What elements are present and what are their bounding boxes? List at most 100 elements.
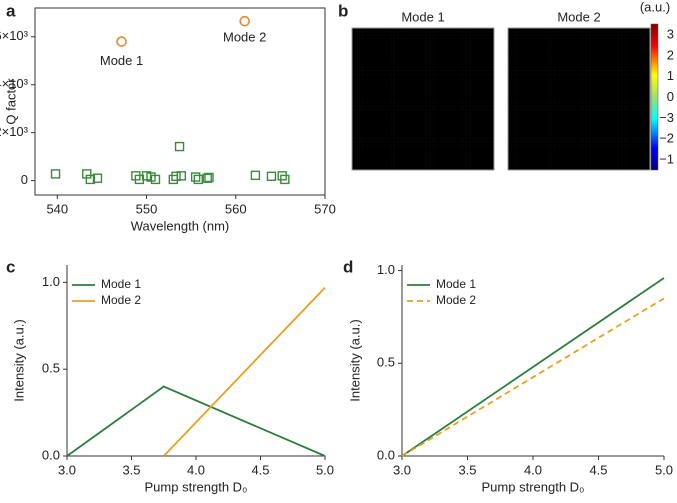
field-cell [391,42,395,47]
field-cell [525,95,530,100]
field-cell [472,102,477,107]
field-cell [479,31,484,36]
field-cell [579,95,583,100]
field-cell [447,152,452,157]
field-cell [511,84,516,89]
field-cell [628,109,633,114]
field-cell [380,59,385,64]
field-cell [518,138,523,142]
field-cell [447,52,452,57]
field-cell [433,162,438,167]
field-cell [376,113,381,118]
panel-title: Mode 1 [401,9,444,24]
field-cell [451,35,456,39]
field-cell [511,91,516,96]
field-cell [469,99,473,103]
field-cell [525,91,530,96]
field-cell [408,116,413,121]
field-cell [593,155,598,160]
field-cell [557,81,562,86]
field-cell [550,28,555,32]
field-cell [366,74,371,78]
field-cell [600,116,605,121]
field-cell [454,162,459,167]
field-cell [451,141,456,146]
field-cell [543,31,548,36]
field-cell [600,63,605,68]
field-cell [610,91,615,96]
field-cell [376,145,381,149]
field-cell [564,127,569,132]
field-cell [483,74,488,78]
field-cell [593,109,598,114]
field-cell [550,81,555,86]
field-cell [412,134,417,139]
field-cell [369,45,374,50]
field-cell [635,127,640,132]
field-cell [391,67,395,71]
field-cell [430,152,434,157]
field-cell [451,152,456,157]
field-cell [359,59,363,64]
field-cell [579,70,583,75]
field-cell [600,145,605,149]
field-cell [355,145,360,149]
field-cell [589,166,594,171]
field-cell [405,52,410,57]
field-cell [628,84,633,89]
field-cell [408,77,413,82]
field-cell [600,127,605,132]
field-cell [586,145,590,149]
field-cell [554,63,558,68]
field-cell [646,152,651,157]
field-cell [586,159,590,164]
field-cell [415,120,420,125]
field-cell [582,38,587,43]
field-cell [575,123,580,128]
field-cell [469,162,473,167]
field-cell [412,113,417,118]
field-cell [394,141,399,146]
field-cell [476,77,481,82]
x-tick-label: 540 [46,201,68,216]
field-cell [589,35,594,39]
field-cell [447,134,452,139]
field-cell [522,102,527,107]
field-cell [391,113,395,118]
field-cell [554,123,558,128]
field-cell [518,162,523,167]
field-cell [444,70,449,75]
field-cell [359,145,363,149]
field-cell [362,145,367,149]
field-cell [561,74,566,78]
field-cell [557,28,562,32]
field-cell [376,152,381,157]
field-cell [550,74,555,78]
field-cell [376,59,381,64]
field-cell [433,145,438,149]
field-cell [646,113,651,118]
field-cell [366,56,371,61]
field-cell [483,67,488,71]
field-cell [582,155,587,160]
field-cell [536,74,541,78]
field-cell [607,166,612,171]
field-cell [589,91,594,96]
field-cell [625,31,629,36]
field-cell [632,81,637,86]
field-cell [419,145,424,149]
field-cell [621,123,626,128]
field-cell [543,102,548,107]
field-cell [646,31,651,36]
field-cell [352,45,356,50]
field-cell [355,67,360,71]
field-cell [550,141,555,146]
field-cell [557,127,562,132]
field-cell [391,99,395,103]
field-cell [522,81,527,86]
field-cell [405,138,410,142]
field-cell [529,70,534,75]
field-cell [554,91,558,96]
field-cell [508,99,512,103]
field-cell [596,113,601,118]
